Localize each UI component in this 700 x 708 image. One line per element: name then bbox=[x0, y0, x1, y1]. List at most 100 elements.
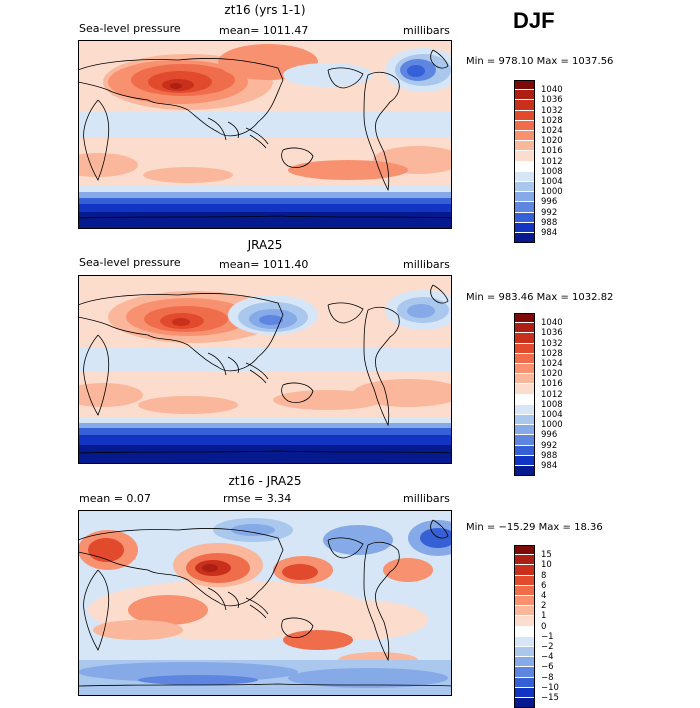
legend-swatch bbox=[514, 374, 535, 385]
legend-swatch-row bbox=[514, 565, 586, 576]
legend-swatch bbox=[514, 667, 535, 678]
legend-swatch bbox=[514, 555, 535, 566]
legend-swatch bbox=[514, 151, 535, 162]
legend-swatch-row bbox=[514, 616, 586, 627]
legend-swatch-row bbox=[514, 353, 586, 364]
legend-swatch bbox=[514, 415, 535, 426]
legend-label: 1032 bbox=[541, 105, 563, 116]
legend-swatch bbox=[514, 333, 535, 344]
legend-swatch bbox=[514, 120, 535, 131]
legend-swatch-row bbox=[514, 647, 586, 658]
legend-swatch-row bbox=[514, 545, 586, 556]
legend-label: −2 bbox=[541, 642, 554, 652]
legend-swatch bbox=[514, 90, 535, 101]
legend-label: 1016 bbox=[541, 379, 563, 390]
legend-swatch bbox=[514, 435, 535, 446]
legend-swatch bbox=[514, 394, 535, 405]
legend-swatch bbox=[514, 171, 535, 182]
legend-label: −15 bbox=[541, 693, 559, 703]
legend-swatch bbox=[514, 606, 535, 617]
legend-swatch-row bbox=[514, 161, 586, 172]
legend-swatch-row bbox=[514, 606, 586, 617]
legend-swatch-row bbox=[514, 626, 586, 637]
legend-swatch bbox=[514, 313, 535, 324]
legend-swatch bbox=[514, 445, 535, 456]
legend-label: 1036 bbox=[541, 95, 563, 106]
legend-label: 1024 bbox=[541, 359, 563, 369]
legend-swatch-row bbox=[514, 596, 586, 607]
legend-label: 992 bbox=[541, 207, 558, 218]
legend-label: 1012 bbox=[541, 389, 563, 400]
legend-swatch bbox=[514, 596, 535, 607]
legend-swatch-row bbox=[514, 555, 586, 566]
legend-swatch-row bbox=[514, 445, 586, 456]
legend-swatch-row bbox=[514, 110, 586, 121]
legend-swatch bbox=[514, 212, 535, 223]
legend-swatch-row bbox=[514, 333, 586, 344]
legend-label: 984 bbox=[541, 228, 558, 238]
legend-swatch-row bbox=[514, 575, 586, 586]
panel-left-label-obs: Sea-level pressure bbox=[79, 256, 181, 269]
panel-right-label-obs: millibars bbox=[403, 258, 450, 271]
legend-label: 1024 bbox=[541, 126, 563, 136]
legend-frame bbox=[514, 80, 535, 244]
legend-swatch bbox=[514, 626, 535, 637]
legend-swatch bbox=[514, 100, 535, 111]
legend-label: 1004 bbox=[541, 177, 563, 187]
legend-swatch bbox=[514, 545, 535, 556]
legend-swatch-row bbox=[514, 222, 586, 233]
legend-swatch-row bbox=[514, 657, 586, 668]
legend-label: 988 bbox=[541, 217, 558, 228]
legend-swatch-row bbox=[514, 212, 586, 223]
legend-label: 1016 bbox=[541, 146, 563, 157]
legend-label: 1008 bbox=[541, 399, 563, 410]
legend-swatch-row bbox=[514, 313, 586, 324]
legend-swatch-row bbox=[514, 425, 586, 436]
panel-right-label-diff: millibars bbox=[403, 492, 450, 505]
panel-title-diff: zt16 - JRA25 bbox=[228, 474, 302, 488]
panel-title-model: zt16 (yrs 1-1) bbox=[224, 3, 306, 17]
legend-swatch-row bbox=[514, 343, 586, 354]
legend-swatch-row bbox=[514, 182, 586, 193]
legend-swatch-row bbox=[514, 90, 586, 101]
legend-label: −8 bbox=[541, 672, 554, 683]
panel-stats-model: Min = 978.10 Max = 1037.56 bbox=[466, 56, 614, 67]
legend-label: 1020 bbox=[541, 369, 563, 380]
legend-label: 1 bbox=[541, 611, 547, 622]
legend-label: −1 bbox=[541, 631, 554, 642]
legend-swatch-row bbox=[514, 131, 586, 142]
panel-left-label-model: Sea-level pressure bbox=[79, 22, 181, 35]
legend-swatch bbox=[514, 182, 535, 193]
legend-swatch-row bbox=[514, 384, 586, 395]
legend-swatch bbox=[514, 343, 535, 354]
legend-swatch-row bbox=[514, 192, 586, 203]
season-title: DJF bbox=[513, 8, 555, 33]
legend-label: 1012 bbox=[541, 156, 563, 167]
legend-swatch bbox=[514, 677, 535, 688]
legend-swatch bbox=[514, 323, 535, 334]
legend-label: 984 bbox=[541, 461, 558, 471]
legend-swatch-row bbox=[514, 585, 586, 596]
map-obs bbox=[78, 275, 452, 464]
legend-swatch-row bbox=[514, 435, 586, 446]
legend-swatch-row bbox=[514, 394, 586, 405]
legend-swatch-row bbox=[514, 202, 586, 213]
legend-swatch bbox=[514, 222, 535, 233]
legend-swatch bbox=[514, 657, 535, 668]
legend-label: 1000 bbox=[541, 420, 563, 431]
legend-frame bbox=[514, 545, 535, 708]
panel-center-label-model: mean= 1011.47 bbox=[219, 24, 309, 37]
legend-swatch bbox=[514, 80, 535, 91]
legend-swatch bbox=[514, 687, 535, 698]
legend-swatch bbox=[514, 131, 535, 142]
legend-swatch-row bbox=[514, 100, 586, 111]
legend-label: 1028 bbox=[541, 348, 563, 359]
panel-left-label-diff: mean = 0.07 bbox=[79, 492, 151, 505]
legend-label: 1000 bbox=[541, 187, 563, 198]
legend-label: 8 bbox=[541, 570, 547, 581]
legend-swatch bbox=[514, 575, 535, 586]
map-diff bbox=[78, 510, 452, 696]
panel-center-label-diff: rmse = 3.34 bbox=[223, 492, 292, 505]
legend-swatch bbox=[514, 425, 535, 436]
legend-swatch bbox=[514, 565, 535, 576]
